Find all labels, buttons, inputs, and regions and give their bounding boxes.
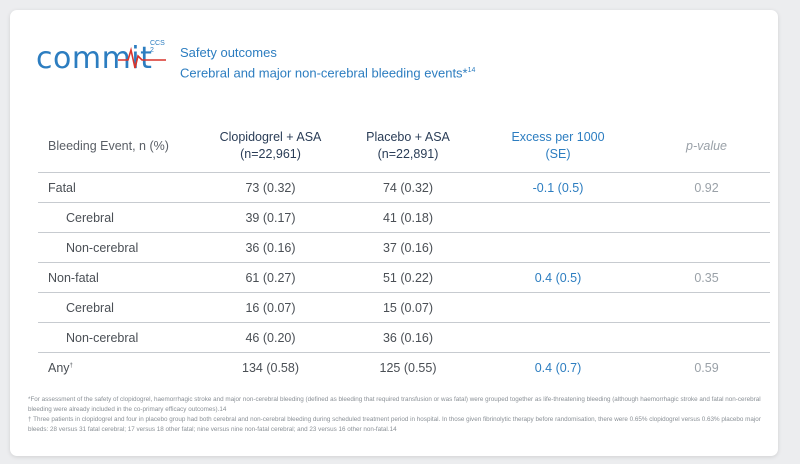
cell-excess (473, 322, 643, 353)
row-event: Any† (38, 352, 198, 382)
cell-p-value (643, 232, 770, 263)
footnote-dagger: † Three patients in clopidogrel and four… (28, 416, 761, 433)
column-header-excess: Excess per 1000 (SE) (473, 120, 643, 173)
cell-p-value: 0.92 (643, 172, 770, 203)
table-row: Non-fatal 61 (0.27) 51 (0.22) 0.4 (0.5) … (38, 262, 770, 293)
cell-placebo: 125 (0.55) (343, 352, 473, 382)
cell-excess (473, 292, 643, 323)
cell-clopidogrel: 36 (0.16) (198, 232, 343, 263)
commit-logo: commit CCS 2 (36, 40, 166, 84)
cell-clopidogrel: 16 (0.07) (198, 292, 343, 323)
cell-placebo: 41 (0.18) (343, 202, 473, 233)
page-subtitle: Cerebral and major non-cerebral bleeding… (180, 62, 475, 82)
row-event: Non-cerebral (38, 322, 198, 353)
footnote-asterisk: *For assessment of the safety of clopido… (28, 396, 761, 413)
cell-p-value (643, 322, 770, 353)
row-event: Cerebral (38, 292, 198, 323)
cell-placebo: 51 (0.22) (343, 262, 473, 293)
footnotes: *For assessment of the safety of clopido… (28, 395, 768, 435)
cell-clopidogrel: 39 (0.17) (198, 202, 343, 233)
table-row: Cerebral 39 (0.17) 41 (0.18) (38, 202, 770, 233)
row-event: Fatal (38, 172, 198, 203)
cell-excess: 0.4 (0.7) (473, 352, 643, 382)
column-header-clopidogrel: Clopidogrel + ASA (n=22,961) (198, 120, 343, 173)
cell-excess (473, 232, 643, 263)
table-row: Any† 134 (0.58) 125 (0.55) 0.4 (0.7) 0.5… (38, 352, 770, 382)
heartbeat-icon (118, 46, 166, 69)
table-row: Non-cerebral 36 (0.16) 37 (0.16) (38, 232, 770, 263)
bleeding-events-table: Bleeding Event, n (%) Clopidogrel + ASA(… (38, 120, 770, 382)
cell-p-value: 0.35 (643, 262, 770, 293)
row-event: Cerebral (38, 202, 198, 233)
column-header-p-value: p-value (643, 120, 770, 173)
table-row: Fatal 73 (0.32) 74 (0.32) -0.1 (0.5) 0.9… (38, 172, 770, 203)
cell-placebo: 74 (0.32) (343, 172, 473, 203)
cell-clopidogrel: 134 (0.58) (198, 352, 343, 382)
row-event: Non-cerebral (38, 232, 198, 263)
cell-excess: -0.1 (0.5) (473, 172, 643, 203)
row-event: Non-fatal (38, 262, 198, 293)
cell-placebo: 36 (0.16) (343, 322, 473, 353)
cell-excess (473, 202, 643, 233)
logo-superscript: CCS 2 (150, 40, 165, 54)
cell-clopidogrel: 61 (0.27) (198, 262, 343, 293)
page-title: Safety outcomes (180, 45, 277, 60)
column-header-event: Bleeding Event, n (%) (38, 120, 198, 173)
dagger-footnote-marker: † (69, 362, 73, 369)
table-row: Cerebral 16 (0.07) 15 (0.07) (38, 292, 770, 323)
cell-excess: 0.4 (0.5) (473, 262, 643, 293)
subtitle-reference: 14 (467, 67, 476, 74)
cell-p-value (643, 202, 770, 233)
column-header-placebo: Placebo + ASA (n=22,891) (343, 120, 473, 173)
cell-clopidogrel: 46 (0.20) (198, 322, 343, 353)
slide-card: commit CCS 2 Safety outcomes Cerebral an… (10, 10, 778, 456)
table-header-row: Bleeding Event, n (%) Clopidogrel + ASA(… (38, 120, 770, 173)
cell-placebo: 15 (0.07) (343, 292, 473, 323)
cell-p-value: 0.59 (643, 352, 770, 382)
subtitle-text: Cerebral and major non-cerebral bleeding… (180, 65, 468, 81)
table-row: Non-cerebral 46 (0.20) 36 (0.16) (38, 322, 770, 353)
cell-placebo: 37 (0.16) (343, 232, 473, 263)
cell-clopidogrel: 73 (0.32) (198, 172, 343, 203)
cell-p-value (643, 292, 770, 323)
